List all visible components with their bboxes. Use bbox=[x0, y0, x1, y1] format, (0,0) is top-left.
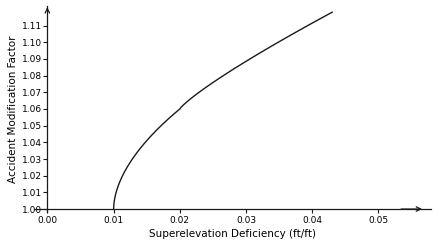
Y-axis label: Accident Modification Factor: Accident Modification Factor bbox=[7, 35, 17, 183]
X-axis label: Superelevation Deficiency (ft/ft): Superelevation Deficiency (ft/ft) bbox=[149, 229, 316, 239]
